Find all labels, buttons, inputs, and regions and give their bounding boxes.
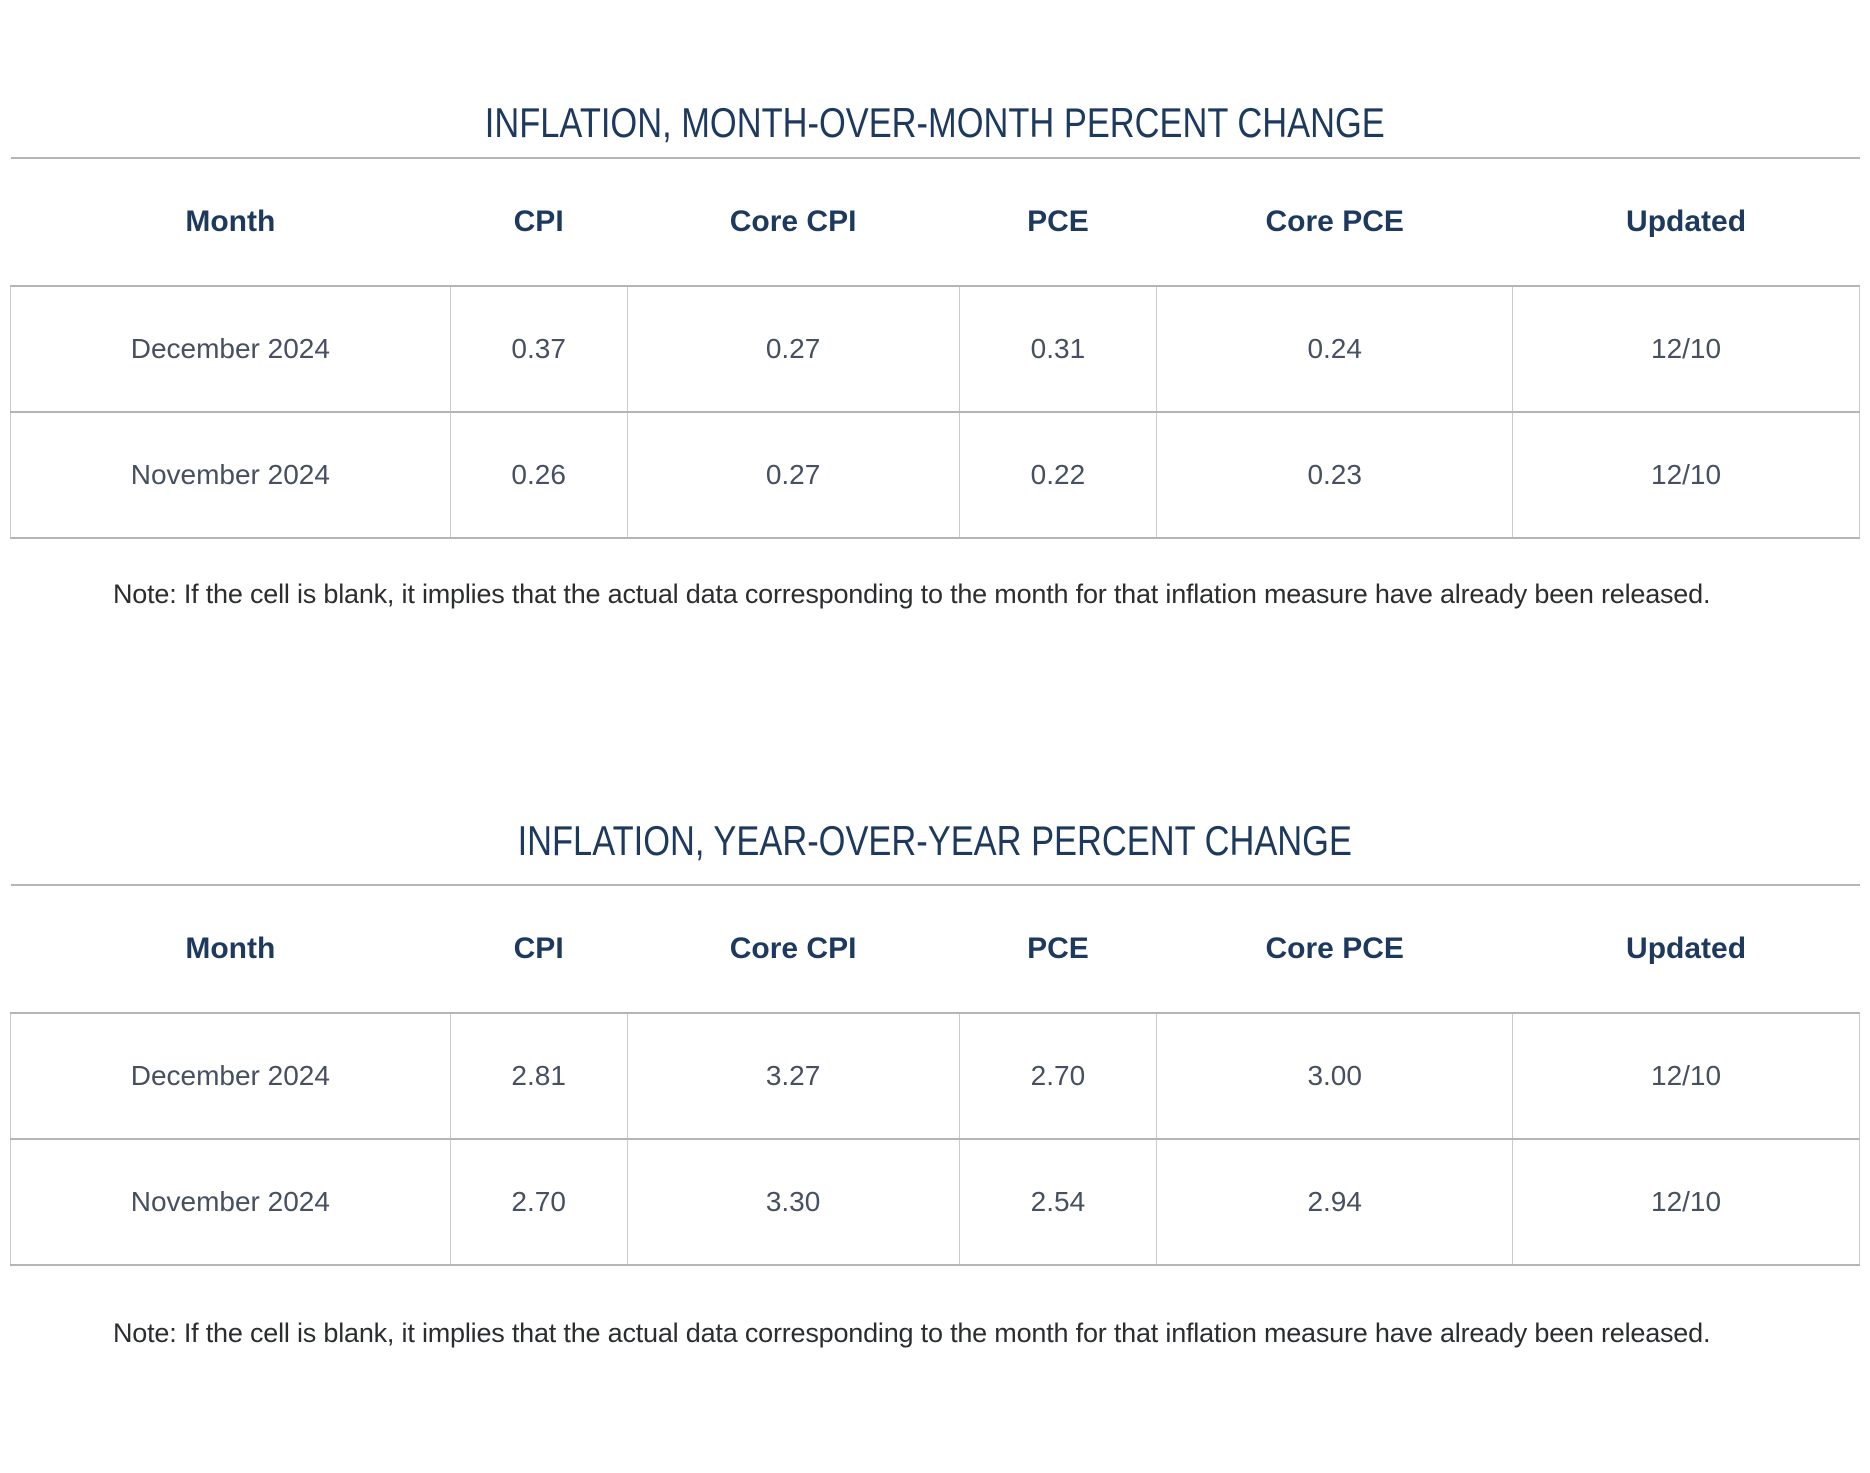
value-cell: 0.24 <box>1156 286 1514 413</box>
column-header-core-cpi: Core CPI <box>729 205 857 238</box>
value-cell: 12/10 <box>1512 412 1860 539</box>
value-cell: 0.27 <box>626 412 960 539</box>
value-cell: 0.31 <box>958 286 1158 413</box>
column-header-month: Month <box>185 932 276 965</box>
mom-table-note: Note: If the cell is blank, it implies t… <box>113 579 1711 609</box>
month-cell: November 2024 <box>10 412 451 539</box>
value-cell: 2.70 <box>958 1013 1158 1140</box>
column-header-core-pce: Core PCE <box>1265 205 1404 238</box>
header-row: Month CPI Core CPI PCE Core PCE Updated <box>10 158 1860 286</box>
value-cell: 2.81 <box>449 1013 628 1140</box>
value-cell: 0.27 <box>626 286 960 413</box>
table-row: November 2024 0.26 0.27 0.22 0.23 12/10 <box>10 412 1860 539</box>
value-cell: 0.26 <box>449 412 628 539</box>
yoy-table-note: Note: If the cell is blank, it implies t… <box>113 1318 1711 1348</box>
mom-table-wrap: Month CPI Core CPI PCE Core PCE Updated Decem… <box>10 157 1860 539</box>
month-cell: December 2024 <box>10 1013 451 1140</box>
value-cell: 3.00 <box>1156 1013 1514 1140</box>
column-header-pce: PCE <box>1027 205 1089 238</box>
column-header-updated: Updated <box>1626 205 1747 238</box>
table-row: December 2024 0.37 0.27 0.31 0.24 12/10 <box>10 286 1860 413</box>
mom-table-title: INFLATION, MONTH-OVER-MONTH PERCENT CHAN… <box>0 101 1870 145</box>
value-cell: 2.94 <box>1156 1139 1514 1266</box>
value-cell: 0.37 <box>449 286 628 413</box>
value-cell: 2.70 <box>449 1139 628 1266</box>
mom-inflation-section: INFLATION, MONTH-OVER-MONTH PERCENT CHAN… <box>0 101 1870 611</box>
column-header-updated: Updated <box>1626 932 1747 965</box>
yoy-table-title-text: INFLATION, YEAR-OVER-YEAR PERCENT CHANGE <box>517 817 1353 864</box>
column-header-core-cpi: Core CPI <box>729 932 857 965</box>
mom-inflation-table: Month CPI Core CPI PCE Core PCE Updated Decem… <box>10 157 1860 539</box>
yoy-inflation-table: Month CPI Core CPI PCE Core PCE Updated Decem… <box>10 884 1860 1266</box>
month-cell: December 2024 <box>10 286 451 413</box>
column-header-core-pce: Core PCE <box>1265 932 1404 965</box>
value-cell: 0.22 <box>958 412 1158 539</box>
table-row: December 2024 2.81 3.27 2.70 3.00 12/10 <box>10 1013 1860 1140</box>
column-header-cpi: CPI <box>513 205 564 238</box>
yoy-table-wrap: Month CPI Core CPI PCE Core PCE Updated Decem… <box>10 884 1860 1266</box>
value-cell: 12/10 <box>1512 1013 1860 1140</box>
value-cell: 12/10 <box>1512 1139 1860 1266</box>
value-cell: 3.30 <box>626 1139 960 1266</box>
mom-table-title-text: INFLATION, MONTH-OVER-MONTH PERCENT CHAN… <box>485 99 1385 146</box>
column-header-cpi: CPI <box>513 932 564 965</box>
value-cell: 3.27 <box>626 1013 960 1140</box>
header-row: Month CPI Core CPI PCE Core PCE Updated <box>10 885 1860 1013</box>
table-row: November 2024 2.70 3.30 2.54 2.94 12/10 <box>10 1139 1860 1266</box>
column-header-pce: PCE <box>1027 932 1089 965</box>
value-cell: 2.54 <box>958 1139 1158 1266</box>
value-cell: 0.23 <box>1156 412 1514 539</box>
column-header-month: Month <box>185 205 276 238</box>
value-cell: 12/10 <box>1512 286 1860 413</box>
month-cell: November 2024 <box>10 1139 451 1266</box>
yoy-table-title: INFLATION, YEAR-OVER-YEAR PERCENT CHANGE <box>0 819 1870 863</box>
yoy-inflation-section: INFLATION, YEAR-OVER-YEAR PERCENT CHANGE… <box>0 819 1870 1350</box>
